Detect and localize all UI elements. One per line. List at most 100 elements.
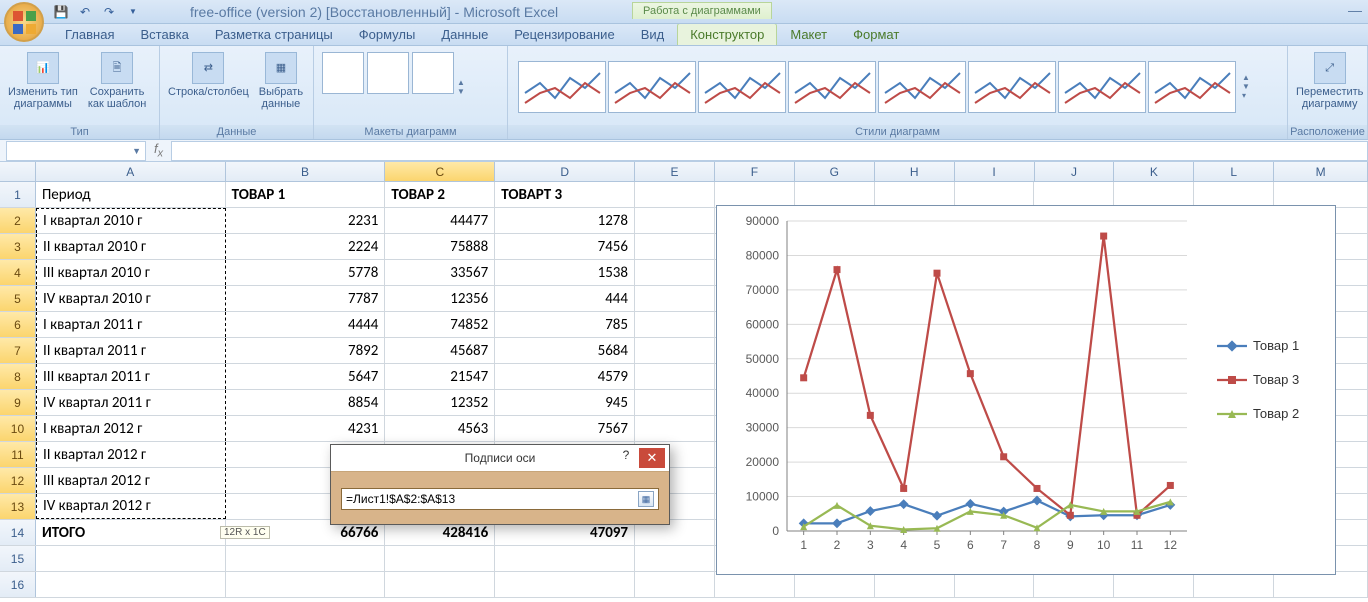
- cell-D1[interactable]: ТОВАРТ 3: [495, 182, 635, 207]
- row-header-8[interactable]: 8: [0, 364, 36, 389]
- select-data-button[interactable]: ▦Выбрать данные: [255, 48, 307, 125]
- cell-E5[interactable]: [635, 286, 715, 311]
- row-header-12[interactable]: 12: [0, 468, 36, 493]
- column-header-I[interactable]: I: [955, 162, 1035, 181]
- column-header-G[interactable]: G: [795, 162, 875, 181]
- cell-A4[interactable]: III квартал 2010 г: [36, 260, 226, 285]
- cell-D9[interactable]: 945: [495, 390, 635, 415]
- chart-style-3[interactable]: [698, 61, 786, 113]
- column-header-M[interactable]: M: [1274, 162, 1368, 181]
- column-header-J[interactable]: J: [1035, 162, 1115, 181]
- cell-D15[interactable]: [495, 546, 635, 571]
- select-all-button[interactable]: [0, 162, 36, 181]
- cell-E7[interactable]: [635, 338, 715, 363]
- chart-style-7[interactable]: [1058, 61, 1146, 113]
- tab-главная[interactable]: Главная: [52, 23, 127, 45]
- cell-B9[interactable]: 8854: [226, 390, 386, 415]
- column-header-E[interactable]: E: [635, 162, 715, 181]
- cell-C6[interactable]: 74852: [385, 312, 495, 337]
- cell-D6[interactable]: 785: [495, 312, 635, 337]
- cell-B6[interactable]: 4444: [226, 312, 386, 337]
- cell-A2[interactable]: I квартал 2010 г: [36, 208, 226, 233]
- cell-C15[interactable]: [385, 546, 495, 571]
- cell-E4[interactable]: [635, 260, 715, 285]
- cell-C3[interactable]: 75888: [385, 234, 495, 259]
- name-box[interactable]: ▼: [6, 141, 146, 161]
- cell-B2[interactable]: 2231: [226, 208, 386, 233]
- cell-D3[interactable]: 7456: [495, 234, 635, 259]
- tab-рецензирование[interactable]: Рецензирование: [501, 23, 627, 45]
- cell-B10[interactable]: 4231: [226, 416, 386, 441]
- column-header-L[interactable]: L: [1194, 162, 1274, 181]
- cell-D5[interactable]: 444: [495, 286, 635, 311]
- cell-C16[interactable]: [385, 572, 495, 597]
- cell-B7[interactable]: 7892: [226, 338, 386, 363]
- tab-вид[interactable]: Вид: [628, 23, 678, 45]
- column-header-C[interactable]: C: [385, 162, 495, 181]
- cell-E3[interactable]: [635, 234, 715, 259]
- fx-icon[interactable]: fx: [154, 141, 163, 160]
- row-header-5[interactable]: 5: [0, 286, 36, 311]
- cell-B3[interactable]: 2224: [226, 234, 386, 259]
- cell-E9[interactable]: [635, 390, 715, 415]
- chart-styles-more[interactable]: ▲▼▾: [1238, 73, 1254, 100]
- cell-B15[interactable]: [226, 546, 386, 571]
- tab-разметка страницы[interactable]: Разметка страницы: [202, 23, 346, 45]
- redo-icon[interactable]: ↷: [100, 3, 118, 21]
- cell-A14[interactable]: ИТОГО: [36, 520, 226, 545]
- cell-C5[interactable]: 12356: [385, 286, 495, 311]
- switch-row-col-button[interactable]: ⇄Строка/столбец: [164, 48, 253, 125]
- dialog-close-button[interactable]: ✕: [639, 448, 665, 468]
- cell-A5[interactable]: IV квартал 2010 г: [36, 286, 226, 311]
- cell-A3[interactable]: II квартал 2010 г: [36, 234, 226, 259]
- move-chart-button[interactable]: ⤢Переместить диаграмму: [1292, 48, 1367, 125]
- cell-F1[interactable]: [715, 182, 795, 207]
- row-header-11[interactable]: 11: [0, 442, 36, 467]
- save-icon[interactable]: 💾: [52, 3, 70, 21]
- row-header-1[interactable]: 1: [0, 182, 36, 207]
- tab-вставка[interactable]: Вставка: [127, 23, 201, 45]
- tab-данные[interactable]: Данные: [428, 23, 501, 45]
- chart-style-4[interactable]: [788, 61, 876, 113]
- column-header-H[interactable]: H: [875, 162, 955, 181]
- chart-style-8[interactable]: [1148, 61, 1236, 113]
- chart-style-6[interactable]: [968, 61, 1056, 113]
- column-header-F[interactable]: F: [715, 162, 795, 181]
- office-button[interactable]: [4, 2, 44, 42]
- cell-B4[interactable]: 5778: [226, 260, 386, 285]
- column-header-B[interactable]: B: [226, 162, 386, 181]
- cell-A6[interactable]: I квартал 2011 г: [36, 312, 226, 337]
- cell-B5[interactable]: 7787: [226, 286, 386, 311]
- cell-E10[interactable]: [635, 416, 715, 441]
- axis-range-input[interactable]: [346, 492, 638, 506]
- row-header-13[interactable]: 13: [0, 494, 36, 519]
- cell-C7[interactable]: 45687: [385, 338, 495, 363]
- cell-C1[interactable]: ТОВАР 2: [385, 182, 495, 207]
- cell-E15[interactable]: [635, 546, 715, 571]
- cell-D7[interactable]: 5684: [495, 338, 635, 363]
- cell-D4[interactable]: 1538: [495, 260, 635, 285]
- cell-J1[interactable]: [1034, 182, 1114, 207]
- cell-D8[interactable]: 4579: [495, 364, 635, 389]
- cell-A16[interactable]: [36, 572, 226, 597]
- cell-C9[interactable]: 12352: [385, 390, 495, 415]
- row-header-7[interactable]: 7: [0, 338, 36, 363]
- cell-H1[interactable]: [875, 182, 955, 207]
- cell-A12[interactable]: III квартал 2012 г: [36, 468, 226, 493]
- chart-style-1[interactable]: [518, 61, 606, 113]
- cell-B16[interactable]: [226, 572, 386, 597]
- column-header-D[interactable]: D: [495, 162, 635, 181]
- cell-D2[interactable]: 1278: [495, 208, 635, 233]
- save-as-template-button[interactable]: 🗎Сохранить как шаблон: [84, 48, 151, 125]
- row-header-4[interactable]: 4: [0, 260, 36, 285]
- row-header-14[interactable]: 14: [0, 520, 36, 545]
- cell-I1[interactable]: [955, 182, 1035, 207]
- tab-конструктор[interactable]: Конструктор: [677, 23, 777, 45]
- chart-layout-2[interactable]: [367, 52, 409, 94]
- formula-input[interactable]: [171, 141, 1368, 161]
- cell-A11[interactable]: II квартал 2012 г: [36, 442, 226, 467]
- tab-формулы[interactable]: Формулы: [346, 23, 429, 45]
- cell-A10[interactable]: I квартал 2012 г: [36, 416, 226, 441]
- cell-A9[interactable]: IV квартал 2011 г: [36, 390, 226, 415]
- row-header-15[interactable]: 15: [0, 546, 36, 571]
